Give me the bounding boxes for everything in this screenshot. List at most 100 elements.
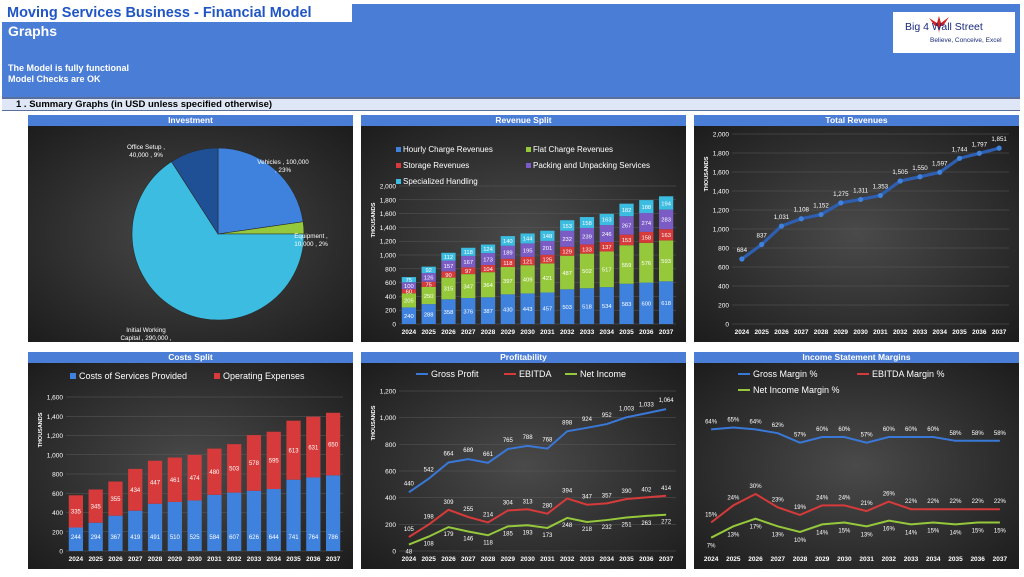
bar-data-label: 626 [249, 535, 260, 541]
data-label: 14% [816, 530, 829, 536]
bar-data-label: 367 [110, 535, 121, 541]
bar-data-label: 584 [209, 535, 220, 541]
x-tick-label: 2032 [893, 329, 908, 336]
bar-segment [128, 510, 143, 551]
data-label: 255 [463, 507, 474, 513]
bar-data-label: 250 [424, 294, 434, 300]
bar-segment [401, 277, 417, 283]
data-label: 185 [503, 531, 514, 537]
data-label: 1,353 [873, 183, 889, 190]
bar-segment [639, 282, 654, 324]
x-tick-label: 2033 [580, 329, 595, 336]
y-tick-label: 1,400 [47, 414, 64, 421]
data-label: 19% [794, 505, 807, 511]
bar-data-label: 92 [425, 268, 431, 274]
bar-segment [540, 263, 555, 293]
legend-swatch [526, 147, 531, 152]
bar-data-label: 595 [269, 459, 280, 465]
data-label: 22% [994, 499, 1007, 505]
data-label: 13% [861, 532, 874, 538]
data-label: 58% [949, 431, 962, 437]
x-tick-label: 2035 [948, 556, 963, 563]
bar-data-label: 240 [404, 314, 414, 320]
x-tick-label: 2035 [619, 556, 634, 563]
bar-data-label: 474 [190, 476, 201, 482]
bar-data-label: 194 [661, 201, 671, 207]
bar-data-label: 421 [543, 276, 553, 282]
bar-data-label: 430 [503, 307, 513, 313]
bar-data-label: 153 [562, 224, 572, 230]
x-tick-label: 2029 [168, 556, 183, 563]
data-label: 542 [424, 468, 435, 474]
y-tick-label: 200 [52, 529, 63, 536]
costs-split-title: Costs Split [28, 352, 353, 363]
investment-panel: Investment Vehicles , 100,000, 23% Equipm… [28, 115, 353, 342]
bar-data-label: 157 [444, 264, 454, 270]
data-label: 357 [602, 493, 613, 499]
x-tick-label: 2032 [882, 556, 897, 563]
data-label: 765 [503, 438, 514, 444]
x-tick-label: 2028 [481, 556, 496, 563]
bar-data-label: 118 [464, 250, 473, 256]
bar-data-label: 246 [602, 232, 612, 238]
bar-segment [461, 247, 476, 256]
bar-segment [246, 490, 262, 551]
x-tick-label: 2037 [326, 556, 341, 563]
company-logo: Big 4 Wall Street Believe, Conceive, Exc… [893, 12, 1015, 53]
bar-data-label: 376 [463, 309, 473, 315]
data-label: 24% [727, 495, 740, 501]
x-tick-label: 2034 [600, 329, 615, 336]
bar-data-label: 173 [483, 257, 493, 263]
profitability-title: Profitability [361, 352, 686, 363]
legend-label: Packing and Unpacking Services [533, 161, 650, 170]
data-label: 1,597 [932, 160, 948, 167]
data-label: 898 [562, 420, 573, 426]
bar-segment [68, 495, 84, 528]
x-tick-label: 2024 [704, 556, 719, 563]
bar-segment [306, 477, 321, 551]
series-line [710, 492, 1000, 524]
y-tick-label: 400 [385, 495, 396, 502]
data-label: 347 [582, 495, 593, 501]
y-tick-label: 1,600 [380, 211, 397, 218]
data-label: 10% [794, 538, 807, 544]
data-label: 788 [523, 435, 534, 441]
bar-segment [540, 254, 555, 264]
x-tick-label: 2028 [148, 556, 163, 563]
bar-segment [480, 272, 496, 298]
data-point [976, 150, 982, 156]
series-line [408, 513, 667, 546]
bar-segment [325, 475, 341, 551]
costs-split-chart: 0 200 400 600 800 1,000 1,200 1,400 1,600 2024 202… [38, 371, 343, 563]
bar-data-label: 126 [424, 276, 434, 282]
x-tick-label: 2034 [267, 556, 282, 563]
data-label: 952 [602, 413, 613, 419]
bar-data-label: 517 [602, 268, 612, 274]
legend-label: Net Income Margin % [753, 385, 840, 395]
bar-data-label: 244 [71, 535, 82, 541]
bar-segment [421, 281, 436, 287]
bar-segment [461, 267, 476, 275]
bar-data-label: 487 [562, 271, 572, 277]
x-tick-label: 2026 [748, 556, 763, 563]
data-label: 1,152 [813, 203, 829, 210]
data-label: 22% [972, 499, 985, 505]
bar-segment [658, 281, 674, 324]
x-tick-label: 2032 [560, 329, 575, 336]
data-label: 64% [705, 419, 718, 425]
bar-data-label: 387 [483, 309, 493, 315]
data-label: 304 [503, 500, 514, 506]
y-axis-label: THOUSANDS [371, 405, 377, 440]
bar-data-label: 764 [308, 535, 319, 541]
bar-segment [480, 244, 496, 254]
data-label: 661 [483, 452, 494, 458]
x-tick-label: 2027 [461, 329, 476, 336]
data-label: 214 [483, 512, 494, 518]
x-tick-label: 2034 [600, 556, 615, 563]
bar-segment [88, 522, 103, 551]
bar-data-label: 631 [308, 445, 319, 451]
data-label: 1,108 [794, 207, 810, 214]
bar-segment [658, 196, 674, 210]
investment-chart: Vehicles , 100,000, 23% Equipment , 10,000… [120, 144, 328, 342]
data-label: 768 [542, 438, 553, 444]
